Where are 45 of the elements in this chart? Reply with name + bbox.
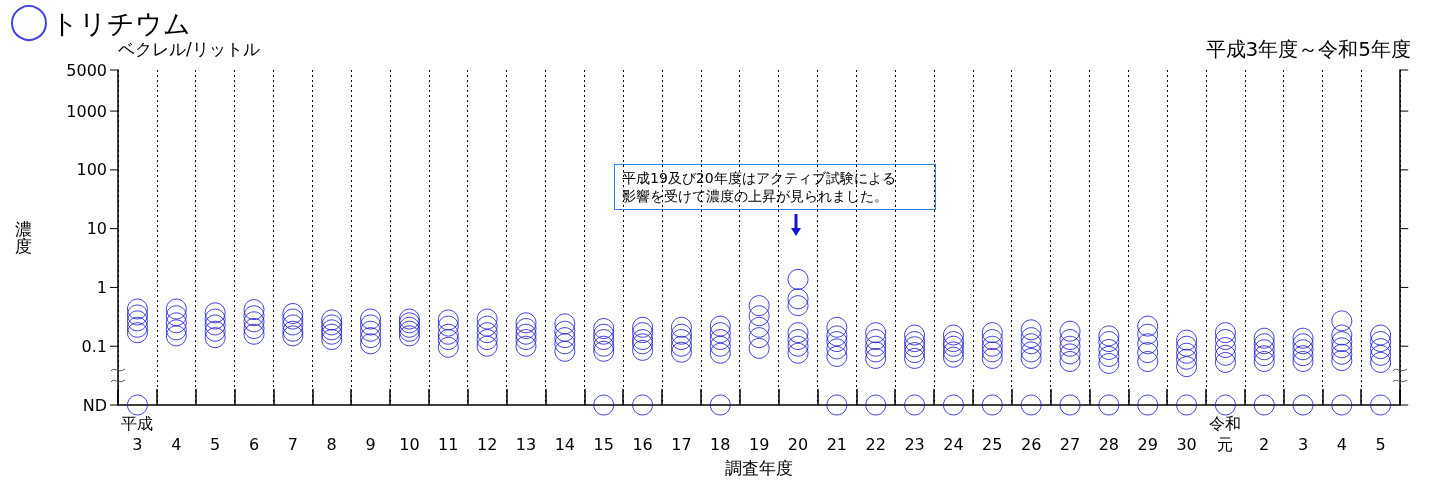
x-tick-label: 14 [554,435,576,454]
y-tick-label: 1000 [66,101,107,121]
x-tick-label: 23 [904,435,925,454]
x-tick-label: 7 [287,435,298,454]
y-tick-label: 100 [76,160,107,180]
x-tick-label: 12 [476,435,498,454]
x-tick-label: 15 [593,435,614,454]
x-tick-label: 22 [865,435,886,454]
x-tick-label: 27 [1059,435,1081,454]
x-tick-label: 13 [515,435,537,454]
y-tick-label: 0.1 [81,336,107,356]
x-tick-label: 3 [1297,435,1308,454]
x-axis-title: 調査年度 [725,457,793,478]
chart-subtitle: 平成3年度～令和5年度 [1205,37,1411,61]
y-tick-label: 5000 [66,60,107,80]
x-tick-label: 6 [248,435,260,454]
x-tick-label: 2 [1258,435,1270,454]
x-tick-label: 24 [943,435,964,454]
x-tick-label: 17 [671,435,692,454]
text: ベクレル/リットル [118,38,260,59]
x-tick-label: 4 [1336,435,1347,454]
x-tick-label: 21 [826,435,848,454]
x-tick-label: 4 [171,435,182,454]
x-tick-label: 5 [1375,435,1386,454]
y-tick-label: 1 [96,277,107,297]
x-tick-label: 30 [1176,435,1197,454]
x-tick-label: 26 [1020,435,1042,454]
y-tick-label: 10 [86,219,107,239]
x-tick-label: 5 [210,435,221,454]
y-tick-label: ND [82,395,107,415]
x-tick-label: 10 [399,435,420,454]
x-tick-label: 16 [632,435,653,454]
x-tick-label: 平成3 [121,414,154,454]
x-tick-label: 11 [438,435,459,454]
y-axis-title: 濃度 [15,219,32,256]
x-tick-label: 20 [787,435,809,454]
x-tick-label: 8 [326,435,337,454]
x-tick-label: 25 [982,435,1003,454]
legend-label: トリチウム [51,7,191,39]
x-tick-label: 9 [365,435,376,454]
x-tick-label: 19 [748,435,770,454]
x-tick-label: 29 [1137,435,1158,454]
x-tick-label: 18 [710,435,731,454]
x-tick-label: 令和元 [1209,414,1242,454]
x-tick-label: 28 [1098,435,1120,454]
